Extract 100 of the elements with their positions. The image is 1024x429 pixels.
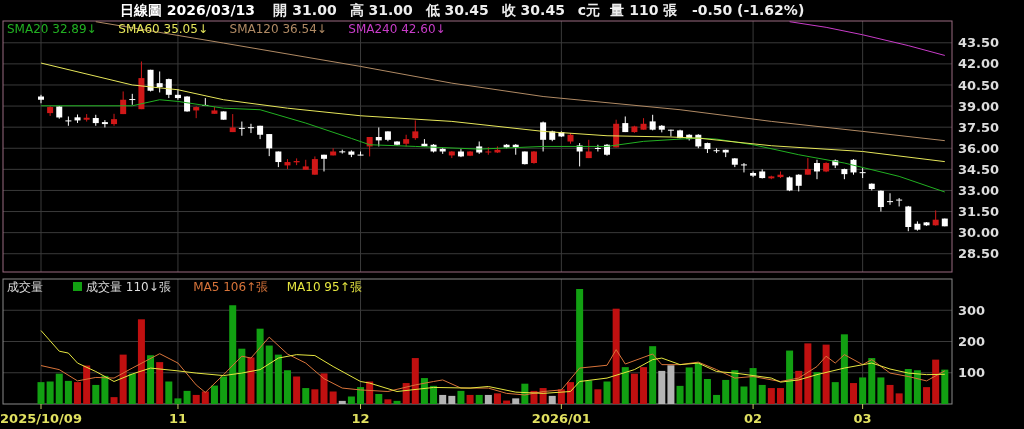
candlestick [667,129,674,137]
bar [932,359,940,404]
bar [83,365,91,404]
bar [329,391,337,404]
candlestick [905,205,912,232]
bar [457,390,465,404]
series-label: SMA120 36.54↓ [229,22,327,36]
y-tick-label: 36.00 [958,140,1000,156]
candlestick [804,157,811,176]
bar [347,396,355,404]
bar [740,386,748,404]
bar [786,350,794,404]
bar [767,388,775,404]
candlestick [594,144,601,152]
candlestick [174,88,181,101]
y-tick-label: 40.50 [958,77,1000,93]
bar [713,394,721,404]
bar [886,384,894,404]
bar [649,346,657,404]
bar [375,394,383,404]
bar [722,379,730,404]
bar [393,400,401,404]
bar [685,367,693,404]
bar [941,369,949,404]
bar [776,388,784,404]
y-tick-label: 100 [958,365,986,381]
bar [320,373,328,404]
bar [174,398,182,404]
bar [484,394,492,404]
bar [265,345,273,404]
bar [183,390,191,404]
candlestick [266,133,273,157]
bar [338,400,346,404]
bar [74,382,82,404]
y-tick-label: 43.50 [958,35,1000,51]
candlestick [38,94,44,104]
line-series [40,62,946,163]
text: 收 30.45 [501,2,565,18]
bar [256,328,264,404]
bar [603,381,611,404]
bar [101,375,109,404]
bar [156,362,164,404]
candlestick [887,192,894,206]
bar [795,370,803,404]
bar [667,365,675,404]
text: MA5 106↑張 [193,280,269,294]
bar [46,381,54,404]
candlestick [129,93,136,106]
text: 高 31.00 [349,2,413,18]
text: 開 31.00 [273,2,337,18]
legend-label: 成交量 110↓張 [86,280,171,294]
bar [859,377,867,404]
bar [137,319,145,404]
bar [475,394,483,404]
bar [119,354,127,404]
candlestick [321,154,328,172]
bar [384,399,392,404]
bar [430,385,438,404]
bar [904,369,912,404]
bar [110,397,118,404]
bar [55,373,63,404]
bar [293,376,301,404]
bar [612,308,620,404]
candlestick [101,119,108,128]
bar [64,380,72,404]
bar [749,368,757,404]
candlestick [311,155,318,176]
bar [274,354,282,404]
bar [758,384,766,404]
bar [247,357,255,404]
bar [831,382,839,404]
x-tick-label: 03 [853,411,872,426]
bar [804,343,812,404]
bar [302,388,310,404]
text: c元 [577,2,601,18]
y-tick-label: 39.00 [958,98,1000,114]
bar [201,391,209,404]
bar [822,344,830,404]
bar [840,334,848,404]
candlestick [740,162,747,173]
candlestick [540,121,547,152]
candlestick [859,167,866,179]
bar [420,378,428,404]
candlestick [357,150,364,156]
candlestick [111,113,118,127]
y-tick-label: 28.50 [958,246,1000,262]
y-tick-label: 30.00 [958,225,1000,241]
candlestick [750,170,757,178]
bar [923,387,931,404]
candlestick [65,115,72,127]
x-tick-label: 02 [744,411,763,426]
bar [512,398,520,404]
text: SMA60 35.05↓ [118,22,208,36]
bar [594,389,602,404]
text: -0.50 (-1.62%) [691,2,805,18]
x-tick-label: 2026/01 [531,411,591,426]
x-tick-label: 11 [168,411,187,426]
bar [640,367,648,404]
bar [92,384,100,404]
y-tick-label: 31.50 [958,204,1000,220]
